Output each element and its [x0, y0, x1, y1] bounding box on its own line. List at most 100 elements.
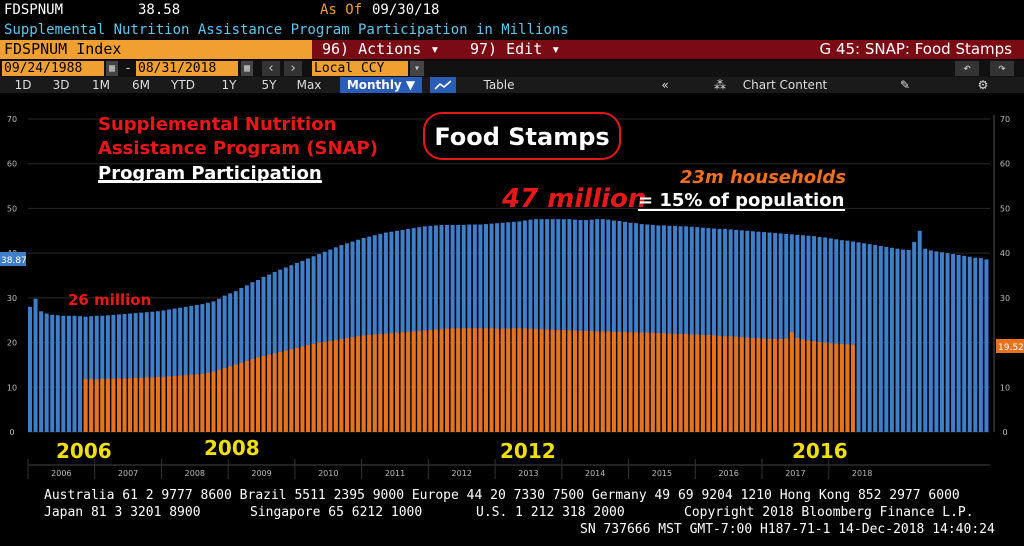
y-tick-label-right: 40 [1000, 249, 1010, 258]
households-bar [611, 331, 616, 432]
households-bar [517, 328, 522, 432]
y-tick-label: 60 [7, 160, 17, 169]
start-level-annotation: 26 million [68, 291, 151, 309]
participants-bar [678, 226, 683, 432]
redo-icon[interactable]: ↷ [990, 61, 1014, 76]
participants-bar [534, 219, 539, 432]
right-value-tag: 19.52 [998, 343, 1024, 353]
food-stamps-label: Food Stamps [434, 123, 609, 151]
households-bar [189, 374, 194, 432]
layout-icon[interactable]: ⁂ [714, 78, 726, 92]
households-series [83, 328, 855, 432]
participants-bar [283, 267, 288, 432]
participants-bar [734, 229, 739, 432]
period-button-max[interactable]: Max [296, 78, 322, 92]
year-2012-annotation: 2012 [500, 439, 556, 463]
calendar-icon[interactable]: ▦ [106, 61, 118, 76]
chevron-down-icon[interactable]: ▾ [410, 61, 424, 76]
gear-icon[interactable]: ⚙ [977, 78, 989, 92]
right-value-tag-bg [996, 339, 1024, 353]
line-chart-icon[interactable] [430, 77, 456, 93]
households-bar [139, 377, 144, 432]
households-bar [839, 343, 844, 432]
participants-bar [806, 235, 811, 432]
participants-bar [784, 233, 789, 432]
participants-bar [684, 226, 689, 432]
calendar-icon[interactable]: ▦ [241, 61, 253, 76]
frequency-select[interactable]: Monthly ▼ [340, 77, 422, 93]
households-bar [328, 340, 333, 432]
y-tick-label-right: 0 [1002, 428, 1007, 437]
dash-separator: - [124, 61, 132, 76]
households-bar [545, 329, 550, 432]
actions-menu[interactable]: 96) Actions ▾ [322, 40, 440, 58]
left-value-tag-bg [0, 252, 26, 266]
households-bar [294, 347, 299, 432]
households-bar [278, 351, 283, 432]
collapse-icon[interactable]: « [661, 78, 669, 92]
households-bar [417, 330, 422, 432]
period-button-5y[interactable]: 5Y [261, 78, 277, 92]
next-period-icon[interactable]: › [284, 61, 302, 76]
households-bar [144, 377, 149, 432]
households-bar [695, 334, 700, 432]
households-bar [567, 330, 572, 432]
currency-select[interactable]: Local CCY [312, 61, 408, 76]
households-bar [439, 329, 444, 432]
households-bar [556, 330, 561, 432]
footer-session-info: SN 737666 MST GMT-7:00 H187-71-1 14-Dec-… [580, 522, 995, 537]
households-bar [389, 333, 394, 432]
households-bar [422, 330, 427, 432]
participants-bar [133, 313, 138, 432]
participants-bar [795, 234, 800, 432]
participants-bar [550, 219, 555, 432]
index-label[interactable]: FDSPNUM Index [0, 40, 312, 59]
households-bar [784, 338, 789, 432]
participants-bar [395, 230, 400, 432]
draw-tool-icon[interactable]: ✎ [899, 78, 911, 92]
households-bar [528, 328, 533, 432]
edit-menu[interactable]: 97) Edit ▾ [470, 40, 561, 58]
households-bar [750, 338, 755, 432]
households-bar [383, 333, 388, 432]
participants-bar [728, 229, 733, 432]
table-button[interactable]: Table [483, 78, 515, 92]
undo-icon[interactable]: ↶ [955, 61, 979, 76]
participants-bar [78, 316, 83, 432]
start-date-field[interactable]: 09/24/1988 [2, 61, 104, 76]
end-date-field[interactable]: 08/31/2018 [136, 61, 238, 76]
households-bar [161, 377, 166, 432]
period-button-3d[interactable]: 3D [52, 78, 70, 92]
participants-bar [272, 271, 277, 432]
period-button-6m[interactable]: 6M [132, 78, 150, 92]
households-bar [817, 342, 822, 432]
participants-bar [483, 224, 488, 432]
participants-bar [862, 243, 867, 432]
participants-bar [951, 254, 956, 432]
y-tick-label-right: 50 [1000, 204, 1010, 213]
households-bar [244, 360, 249, 432]
period-button-1m[interactable]: 1M [92, 78, 110, 92]
period-button-ytd[interactable]: YTD [171, 78, 195, 92]
year-2008-annotation: 2008 [204, 436, 260, 460]
participants-bar [428, 225, 433, 432]
households-bar [656, 333, 661, 432]
households-bar [367, 334, 372, 432]
households-bar [283, 350, 288, 432]
participants-bar [495, 223, 500, 432]
period-button-1d[interactable]: 1D [14, 78, 32, 92]
households-bar [322, 341, 327, 432]
participants-bar [167, 309, 172, 432]
chart-content-button[interactable]: Chart Content [742, 78, 828, 92]
x-tick-label: 2013 [518, 469, 538, 478]
households-bar [745, 337, 750, 432]
prev-period-icon[interactable]: ‹ [262, 61, 280, 76]
x-tick-label: 2018 [852, 469, 872, 478]
households-bar [767, 338, 772, 432]
households-bar [584, 330, 589, 432]
footer-contacts-us: U.S. 1 212 318 2000 [476, 505, 625, 520]
period-button-1y[interactable]: 1Y [221, 78, 237, 92]
participants-bar [239, 288, 244, 432]
households-bar [105, 378, 110, 432]
ticker-symbol[interactable]: FDSPNUM [4, 2, 64, 18]
